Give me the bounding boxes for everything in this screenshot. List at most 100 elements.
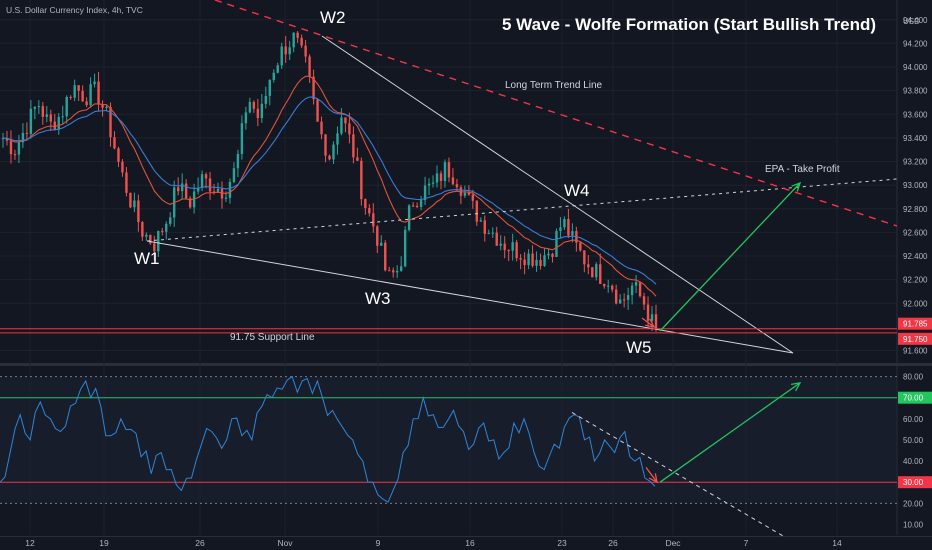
- moving-average-slow: [2, 96, 657, 285]
- candle-body: [169, 217, 172, 224]
- candle-body: [487, 233, 490, 235]
- candle-body: [228, 182, 232, 198]
- candle-body: [411, 205, 415, 207]
- candle-body: [117, 148, 120, 162]
- chart-title: 5 Wave - Wolfe Formation (Start Bullish …: [502, 15, 876, 34]
- rsi-green-arrow-head: [791, 382, 802, 392]
- y-tick-label: 91.600: [903, 347, 928, 356]
- candle-body: [579, 242, 582, 251]
- y-tick-label: 93.200: [903, 158, 928, 167]
- candle-body: [511, 242, 514, 251]
- y-tick-label: 94.200: [903, 39, 928, 48]
- candle-body: [626, 295, 630, 300]
- candle-body: [316, 99, 319, 122]
- candle-body: [280, 46, 283, 66]
- candle-body: [439, 173, 443, 181]
- candle-body: [603, 283, 606, 287]
- candle-body: [101, 104, 104, 108]
- candle-body: [587, 264, 590, 268]
- candle-body: [344, 117, 347, 124]
- candle-body: [125, 172, 128, 193]
- candle-body: [312, 76, 315, 100]
- rsi-trend-line: [571, 412, 786, 538]
- rsi-tick-label: 60.00: [903, 415, 924, 424]
- candle-body: [591, 267, 594, 278]
- candle-body: [599, 264, 602, 284]
- candle-body: [272, 72, 275, 81]
- candle-body: [61, 116, 64, 118]
- candle-body: [149, 234, 152, 244]
- candle-body: [611, 285, 614, 290]
- candle-body: [547, 253, 550, 256]
- candle-body: [443, 162, 447, 181]
- x-tick-label: Dec: [665, 538, 681, 548]
- rsi-pane[interactable]: [0, 375, 897, 538]
- candle-body: [419, 200, 423, 207]
- candle-body: [622, 299, 626, 301]
- moving-average-fast: [2, 75, 657, 297]
- candle-body: [479, 220, 483, 222]
- x-tick-label: 9: [376, 538, 381, 548]
- candle-body: [13, 154, 17, 156]
- candle-body: [372, 213, 375, 227]
- candle-body: [475, 200, 479, 222]
- candle-body: [531, 253, 534, 266]
- candle-body: [53, 121, 56, 130]
- candle-body: [137, 200, 140, 223]
- candle-body: [471, 194, 475, 201]
- candle-body: [41, 106, 45, 117]
- candle-body: [77, 85, 80, 91]
- y-tick-label: 92.000: [903, 299, 928, 308]
- candle-body: [65, 96, 68, 117]
- candle-body: [240, 123, 244, 154]
- trend-line-label: Long Term Trend Line: [505, 80, 603, 91]
- candle-body: [69, 96, 72, 98]
- wave-label-w5: W5: [626, 338, 652, 357]
- price-pane[interactable]: [1, 31, 658, 332]
- candle-body: [435, 173, 439, 183]
- candle-body: [292, 32, 295, 48]
- long-term-trend-line: [214, 0, 898, 227]
- candle-body: [431, 182, 435, 184]
- candle-body: [141, 222, 144, 237]
- y-tick-label: 94.000: [903, 63, 928, 72]
- rsi-red-arrow: [645, 467, 658, 483]
- candle-body: [555, 231, 558, 257]
- candle-body: [427, 183, 431, 186]
- candle-body: [451, 177, 455, 185]
- price-badge: [898, 332, 932, 345]
- candle-body: [519, 258, 522, 260]
- candle-body: [328, 155, 331, 160]
- candle-body: [85, 101, 88, 106]
- take-profit-label: EPA - Take Profit: [765, 164, 840, 175]
- rsi-line: [0, 375, 656, 503]
- candle-body: [535, 259, 538, 266]
- take-profit-arrow: [659, 182, 801, 332]
- candle-body: [109, 106, 112, 138]
- candle-body: [21, 132, 25, 143]
- rsi-level-badge: [898, 476, 932, 489]
- candle-body: [567, 218, 570, 236]
- rsi-band: [0, 376, 897, 504]
- candle-body: [463, 192, 467, 196]
- candle-body: [376, 226, 379, 246]
- candle-body: [25, 132, 29, 134]
- candle-body: [224, 197, 228, 199]
- take-profit-arrow-head: [791, 181, 802, 192]
- candle-body: [395, 270, 399, 273]
- candle-body: [161, 230, 164, 232]
- candle-body: [288, 47, 291, 55]
- y-tick-label: 93.400: [903, 134, 928, 143]
- candle-body: [559, 227, 562, 232]
- candle-body: [45, 114, 48, 117]
- x-tick-label: 23: [557, 538, 567, 548]
- candle-body: [184, 183, 188, 199]
- candle-body: [284, 46, 287, 55]
- rsi-tick-label: 80.00: [903, 373, 924, 382]
- candle-body: [543, 255, 546, 266]
- candle-body: [81, 90, 84, 102]
- candle-body: [236, 153, 240, 169]
- x-tick-label: 26: [195, 538, 205, 548]
- candle-body: [153, 243, 156, 252]
